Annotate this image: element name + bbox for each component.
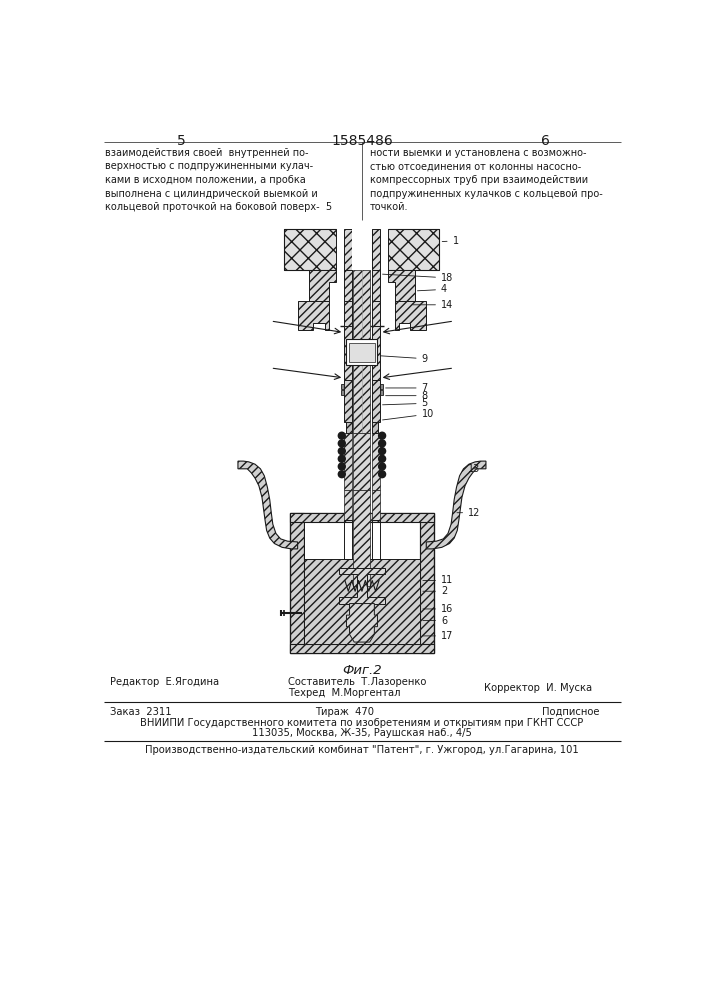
Polygon shape xyxy=(298,301,329,330)
Polygon shape xyxy=(354,490,370,586)
Polygon shape xyxy=(341,384,344,389)
Polygon shape xyxy=(304,559,420,644)
Polygon shape xyxy=(346,422,352,433)
Text: 16: 16 xyxy=(423,604,453,614)
Polygon shape xyxy=(290,644,434,653)
Polygon shape xyxy=(290,513,304,653)
Text: 5: 5 xyxy=(177,134,186,148)
Polygon shape xyxy=(354,433,370,490)
Text: Фиг.2: Фиг.2 xyxy=(342,664,382,677)
Polygon shape xyxy=(395,301,426,330)
Circle shape xyxy=(339,471,345,478)
Text: 18: 18 xyxy=(382,273,453,283)
Text: 5: 5 xyxy=(382,398,428,408)
Text: 12: 12 xyxy=(457,508,481,518)
Polygon shape xyxy=(387,229,440,270)
Polygon shape xyxy=(344,301,352,326)
Text: Подписное: Подписное xyxy=(542,707,600,717)
Circle shape xyxy=(379,440,385,447)
Polygon shape xyxy=(426,461,486,549)
Text: 1585486: 1585486 xyxy=(331,134,393,148)
Polygon shape xyxy=(341,390,344,395)
Text: 10: 10 xyxy=(382,409,434,420)
Circle shape xyxy=(379,455,385,462)
Polygon shape xyxy=(372,433,380,490)
Polygon shape xyxy=(284,229,337,270)
Text: Редактор  Е.Ягодина: Редактор Е.Ягодина xyxy=(110,677,219,687)
Circle shape xyxy=(339,448,345,455)
Text: ности выемки и установлена с возможно-
стью отсоединения от колонны насосно-
ком: ности выемки и установлена с возможно- с… xyxy=(370,148,602,212)
Polygon shape xyxy=(290,513,434,522)
Polygon shape xyxy=(372,270,380,301)
Polygon shape xyxy=(344,490,352,520)
Bar xyxy=(346,339,378,365)
Text: 7: 7 xyxy=(385,383,428,393)
Polygon shape xyxy=(372,301,380,326)
Polygon shape xyxy=(420,513,434,653)
Text: 9: 9 xyxy=(380,354,428,364)
Text: 8: 8 xyxy=(385,391,428,401)
Text: 1: 1 xyxy=(442,236,459,246)
Polygon shape xyxy=(372,380,380,422)
Polygon shape xyxy=(372,422,378,433)
Text: Производственно-издательский комбинат "Патент", г. Ужгород, ул.Гагарина, 101: Производственно-издательский комбинат "П… xyxy=(145,745,579,755)
Polygon shape xyxy=(344,326,352,380)
Text: 17: 17 xyxy=(423,631,453,641)
Circle shape xyxy=(339,455,345,462)
Polygon shape xyxy=(344,229,352,270)
Text: 113035, Москва, Ж-35, Раушская наб., 4/5: 113035, Москва, Ж-35, Раушская наб., 4/5 xyxy=(252,728,472,738)
Polygon shape xyxy=(372,490,380,520)
Text: Корректор  И. Муска: Корректор И. Муска xyxy=(484,683,592,693)
Polygon shape xyxy=(380,384,383,389)
Polygon shape xyxy=(380,390,383,395)
Polygon shape xyxy=(346,604,378,642)
Text: 13: 13 xyxy=(468,464,480,474)
Text: взаимодействия своей  внутренней по-
верхностью с подпружиненными кулач-
ками в : взаимодействия своей внутренней по- верх… xyxy=(105,148,332,212)
Polygon shape xyxy=(309,270,337,301)
Circle shape xyxy=(339,432,345,439)
Polygon shape xyxy=(344,433,352,490)
Polygon shape xyxy=(344,270,352,301)
Text: 11: 11 xyxy=(423,575,453,585)
Text: 6: 6 xyxy=(541,134,550,148)
Bar xyxy=(305,523,419,559)
Text: Составитель  Т.Лазоренко: Составитель Т.Лазоренко xyxy=(288,677,427,687)
Text: 2: 2 xyxy=(423,586,448,596)
Circle shape xyxy=(379,471,385,478)
Circle shape xyxy=(379,432,385,439)
Bar xyxy=(349,343,375,362)
Text: Техред  М.Моргентал: Техред М.Моргентал xyxy=(288,688,401,698)
Polygon shape xyxy=(238,461,298,549)
Text: ВНИИПИ Государственного комитета по изобретениям и открытиям при ГКНТ СССР: ВНИИПИ Государственного комитета по изоб… xyxy=(140,718,583,728)
Text: Заказ  2311: Заказ 2311 xyxy=(110,707,172,717)
Text: 14: 14 xyxy=(413,300,453,310)
Circle shape xyxy=(379,463,385,470)
Polygon shape xyxy=(344,380,352,422)
Polygon shape xyxy=(372,326,380,380)
Polygon shape xyxy=(354,270,370,433)
Polygon shape xyxy=(372,229,380,270)
Polygon shape xyxy=(339,568,385,604)
Circle shape xyxy=(339,463,345,470)
Polygon shape xyxy=(387,270,414,301)
Bar xyxy=(352,229,372,270)
Text: Тираж  470: Тираж 470 xyxy=(315,707,373,717)
Circle shape xyxy=(379,448,385,455)
Text: 4: 4 xyxy=(417,284,447,294)
Circle shape xyxy=(339,440,345,447)
Text: 6: 6 xyxy=(423,615,447,626)
